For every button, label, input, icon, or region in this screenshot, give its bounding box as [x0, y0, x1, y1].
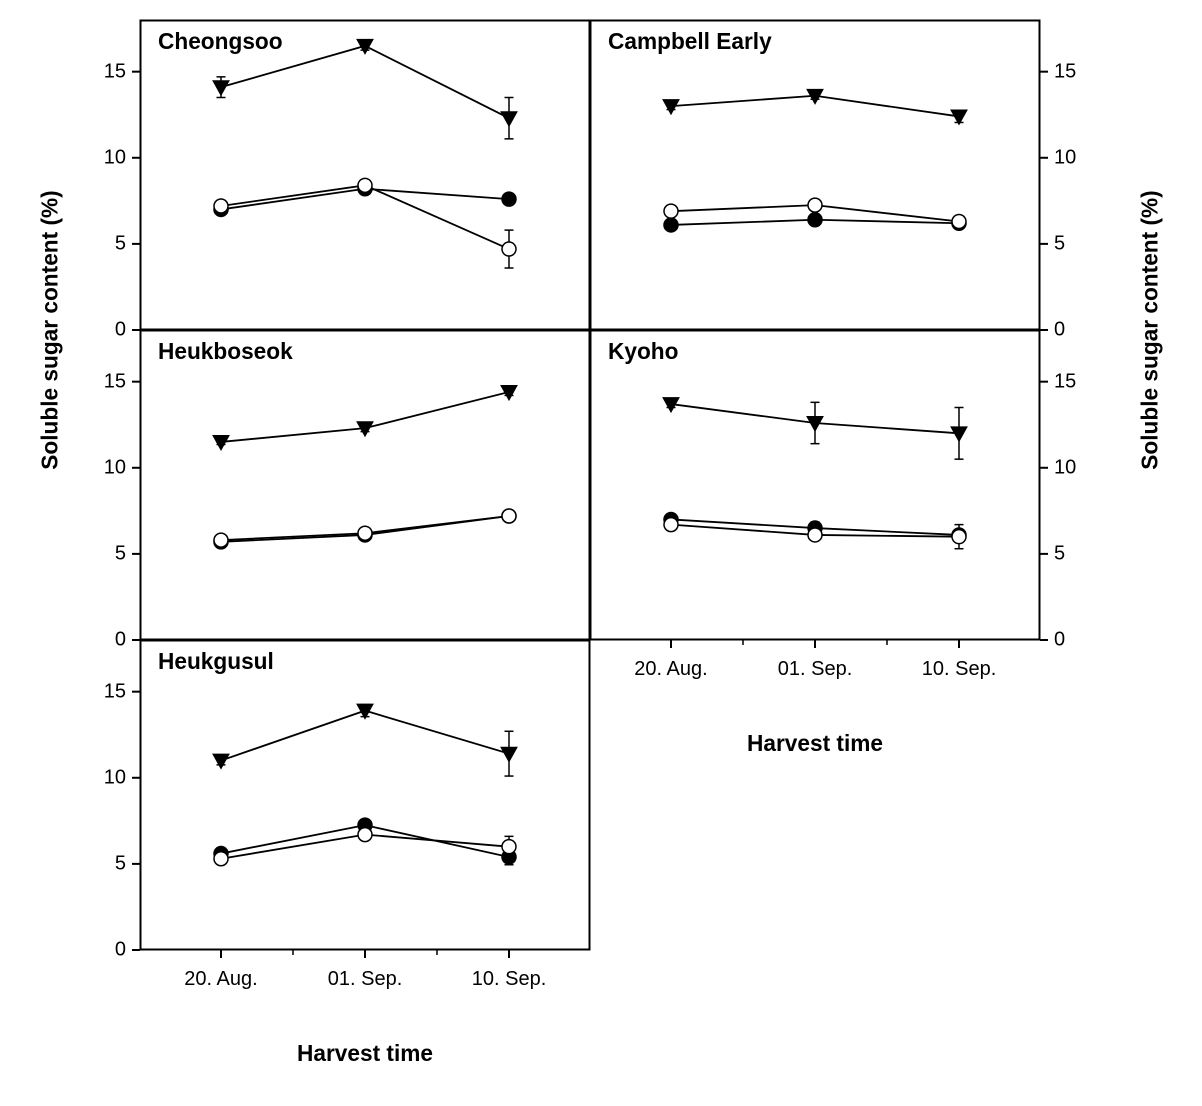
ytick-label: 5	[1054, 542, 1065, 565]
x-axis-title-col2: Harvest time	[747, 730, 883, 757]
ytick-label: 10	[104, 146, 126, 169]
y-axis-label-left: Soluble sugar content (%)	[37, 140, 64, 520]
panel-cheongsoo: Cheongsoo051015	[140, 20, 590, 330]
ytick-label: 10	[104, 766, 126, 789]
panel-title-heukgusul: Heukgusul	[158, 648, 274, 675]
xtick-label: 10. Sep.	[472, 968, 547, 991]
ytick-label: 5	[115, 232, 126, 255]
panel-title-campbell: Campbell Early	[608, 28, 772, 55]
panel-heukgusul: Heukgusul05101520. Aug.01. Sep.10. Sep.	[140, 640, 590, 950]
ytick-label: 0	[115, 319, 126, 342]
ytick-label: 10	[1054, 146, 1076, 169]
ytick-label: 10	[104, 456, 126, 479]
xtick-label: 01. Sep.	[778, 658, 853, 681]
panel-kyoho: Kyoho05101520. Aug.01. Sep.10. Sep.	[590, 330, 1040, 640]
ytick-label: 15	[1054, 370, 1076, 393]
ytick-label: 5	[1054, 232, 1065, 255]
xtick-label: 20. Aug.	[184, 968, 257, 991]
ytick-label: 0	[1054, 319, 1065, 342]
panel-title-heukboseok: Heukboseok	[158, 338, 293, 365]
ytick-label: 0	[115, 629, 126, 652]
panel-title-kyoho: Kyoho	[608, 338, 678, 365]
ytick-label: 0	[1054, 629, 1065, 652]
panel-campbell: Campbell Early051015	[590, 20, 1040, 330]
xtick-label: 01. Sep.	[328, 968, 403, 991]
ytick-label: 10	[1054, 456, 1076, 479]
panel-heukboseok: Heukboseok051015	[140, 330, 590, 640]
ytick-label: 15	[104, 680, 126, 703]
ytick-label: 15	[104, 370, 126, 393]
ytick-label: 15	[1054, 60, 1076, 83]
ytick-label: 0	[115, 939, 126, 962]
x-axis-title-col1: Harvest time	[297, 1040, 433, 1067]
ytick-label: 5	[115, 542, 126, 565]
xtick-label: 10. Sep.	[922, 658, 997, 681]
y-axis-label-right: Soluble sugar content (%)	[1137, 140, 1164, 520]
ytick-label: 15	[104, 60, 126, 83]
panel-title-cheongsoo: Cheongsoo	[158, 28, 283, 55]
xtick-label: 20. Aug.	[634, 658, 707, 681]
figure-root: Soluble sugar content (%) Soluble sugar …	[0, 0, 1202, 1106]
ytick-label: 5	[115, 852, 126, 875]
